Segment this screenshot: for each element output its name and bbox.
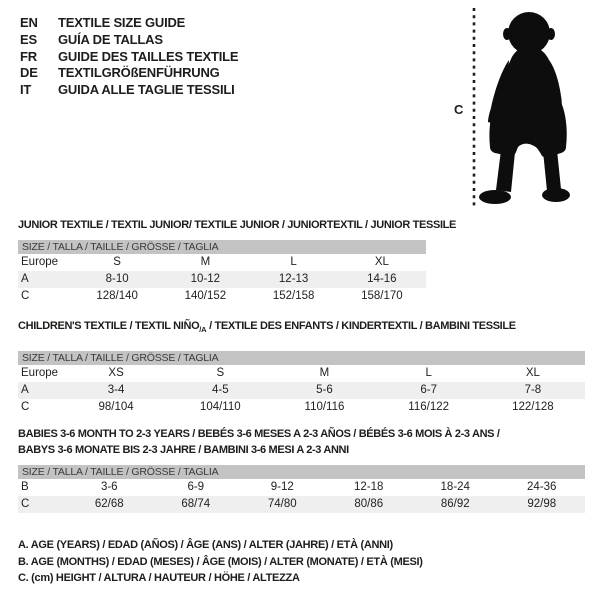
table-row: A 8-10 10-12 12-13 14-16 — [18, 271, 426, 288]
size-cell: M — [319, 367, 330, 380]
language-code: EN — [20, 15, 38, 30]
size-cell: 4-5 — [211, 384, 229, 397]
language-row-es: ES GUÍA DE TALLAS — [20, 32, 238, 49]
baby-height-figure: C — [445, 0, 600, 212]
junior-table-section: JUNIOR TEXTILE / TEXTIL JUNIOR/ TEXTILE … — [18, 219, 457, 305]
language-row-de: DE TEXTILGRÖßENFÜHRUNG — [20, 65, 238, 82]
size-cell: 12-13 — [278, 273, 309, 285]
size-cell: 6-9 — [187, 481, 205, 493]
baby-silhouette-graphic — [472, 8, 570, 206]
table-row: A 3-4 4-5 5-6 6-7 7-8 — [18, 382, 585, 400]
children-table-section: CHILDREN'S TEXTILE / TEXTIL NIÑO/A / TEX… — [18, 320, 585, 416]
size-cell: S — [216, 367, 225, 380]
size-cell: XL — [525, 367, 540, 380]
language-label: GUÍA DE TALLAS — [58, 31, 163, 47]
language-label: GUIDA ALLE TAGLIE TESSILI — [58, 82, 235, 98]
table-row: C 98/104 104/110 110/116 116/122 122/128 — [18, 399, 585, 416]
size-cell: 62/68 — [94, 498, 124, 510]
row-label: A — [21, 384, 29, 397]
section-title: CHILDREN'S TEXTILE / TEXTIL NIÑO/A / TEX… — [18, 320, 585, 336]
size-cell: 18-24 — [440, 481, 470, 493]
size-cell: XL — [374, 256, 389, 268]
size-cell: 116/122 — [408, 401, 450, 414]
table-row: Europe S M L XL — [18, 254, 426, 271]
section-title: JUNIOR TEXTILE / TEXTIL JUNIOR/ TEXTILE … — [18, 219, 457, 231]
language-code: IT — [20, 82, 32, 98]
legend-line-age-years: A. AGE (YEARS) / EDAD (AÑOS) / ÂGE (ANS)… — [18, 539, 393, 551]
size-cell: XS — [108, 367, 124, 380]
row-label: A — [21, 273, 29, 285]
size-cell: 14-16 — [367, 273, 397, 285]
size-cell: 74/80 — [267, 498, 297, 510]
size-cell: 9-12 — [270, 481, 294, 493]
language-list: EN TEXTILE SIZE GUIDE ES GUÍA DE TALLAS … — [20, 15, 239, 99]
legend-line-age-months: B. AGE (MONTHS) / EDAD (MESES) / ÂGE (MO… — [18, 555, 423, 568]
table-row: B 3-6 6-9 9-12 12-18 18-24 24-36 — [18, 479, 585, 496]
junior-size-table: Europe S M L XL A 8-10 10-12 12-13 14-16… — [18, 254, 426, 305]
language-row-en: EN TEXTILE SIZE GUIDE — [20, 15, 238, 32]
height-label-c: C — [454, 102, 464, 117]
size-cell: 3-4 — [107, 384, 125, 397]
legend: A. AGE (YEARS) / EDAD (AÑOS) / ÂGE (ANS)… — [18, 537, 423, 587]
language-row-it: IT GUIDA ALLE TAGLIE TESSILI — [20, 82, 238, 99]
size-cell: 152/158 — [272, 290, 315, 302]
size-cell: M — [200, 256, 211, 268]
language-code: ES — [20, 31, 37, 47]
row-label: C — [21, 498, 30, 510]
size-cell: 110/116 — [304, 401, 345, 414]
size-cell: 24-36 — [527, 481, 557, 493]
size-header-bar: SIZE / TALLA / TAILLE / GRÖSSE / TAGLIA — [18, 465, 585, 479]
row-label: Europe — [21, 367, 59, 380]
babies-table-section: BABIES 3-6 MONTH TO 2-3 YEARS / BEBÉS 3-… — [18, 426, 585, 513]
size-cell: 68/74 — [181, 498, 211, 510]
baby-silhouette — [479, 12, 570, 204]
size-cell: 86/92 — [440, 498, 470, 510]
language-code: DE — [20, 65, 38, 81]
language-row-fr: FR GUIDE DES TAILLES TEXTILE — [20, 48, 239, 66]
row-label: B — [21, 481, 29, 493]
size-cell: 140/152 — [184, 290, 227, 302]
babies-size-table: B 3-6 6-9 9-12 12-18 18-24 24-36 C 62/68… — [18, 479, 585, 513]
title-text: CHILDREN'S TEXTILE / TEXTIL NIÑO — [18, 320, 200, 332]
row-label: Europe — [21, 256, 59, 268]
language-code: FR — [20, 48, 37, 64]
size-cell: 10-12 — [190, 273, 221, 285]
size-cell: 3-6 — [100, 481, 118, 493]
language-label: TEXTILGRÖßENFÜHRUNG — [58, 65, 220, 81]
row-label: C — [21, 290, 30, 302]
size-cell: 122/128 — [512, 401, 554, 414]
size-cell: 8-10 — [105, 273, 129, 285]
title-text: / TEXTILE DES ENFANTS / KINDERTEXTIL / B… — [206, 320, 516, 332]
table-row: C 128/140 140/152 152/158 158/170 — [18, 288, 426, 305]
size-cell: L — [290, 256, 297, 268]
size-cell: 6-7 — [420, 384, 437, 397]
size-header-bar: SIZE / TALLA / TAILLE / GRÖSSE / TAGLIA — [18, 240, 426, 254]
title-subscript: /A — [199, 325, 207, 335]
title-line-2: BABYS 3-6 MONATE BIS 2-3 JAHRE / BAMBINI… — [18, 444, 349, 456]
language-label: GUIDE DES TAILLES TEXTILE — [58, 48, 239, 64]
size-cell: 158/170 — [361, 290, 403, 302]
legend-line-height: C. (cm) HEIGHT / ALTURA / HAUTEUR / HÖHE… — [18, 572, 300, 584]
table-row: C 62/68 68/74 74/80 80/86 86/92 92/98 — [18, 496, 585, 513]
row-label: C — [21, 401, 30, 414]
table-row: Europe XS S M L XL — [18, 365, 585, 382]
size-cell: 80/86 — [354, 498, 384, 510]
title-line-1: BABIES 3-6 MONTH TO 2-3 YEARS / BEBÉS 3-… — [18, 428, 500, 440]
size-cell: 98/104 — [98, 401, 134, 414]
size-cell: 5-6 — [316, 384, 333, 397]
size-cell: 104/110 — [199, 401, 241, 414]
size-cell: 7-8 — [524, 384, 542, 397]
language-label: TEXTILE SIZE GUIDE — [58, 15, 186, 30]
size-cell: L — [425, 367, 432, 380]
children-size-table: Europe XS S M L XL A 3-4 4-5 5-6 6-7 7-8… — [18, 365, 585, 416]
size-cell: 12-18 — [354, 481, 384, 493]
size-cell: 128/140 — [96, 290, 138, 302]
size-header-bar: SIZE / TALLA / TAILLE / GRÖSSE / TAGLIA — [18, 351, 585, 366]
size-cell: S — [113, 256, 121, 268]
size-cell: 92/98 — [527, 498, 557, 510]
section-title: BABIES 3-6 MONTH TO 2-3 YEARS / BEBÉS 3-… — [18, 426, 585, 458]
